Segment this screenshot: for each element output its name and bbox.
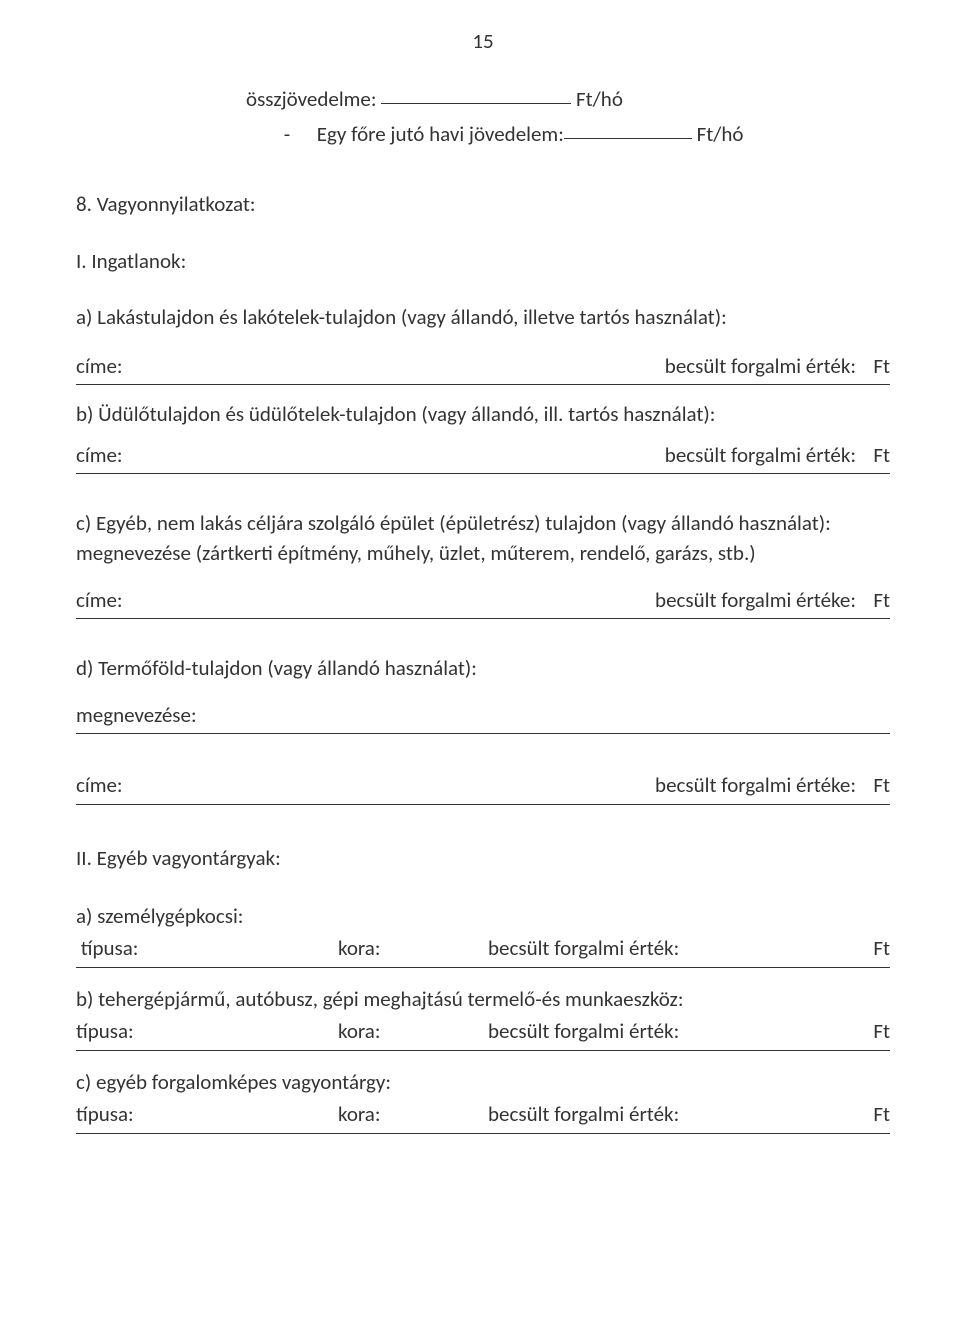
kora-label: kora: xyxy=(338,933,488,963)
cime-label: címe: xyxy=(76,351,136,381)
vehicle-a-heading: a) személygépkocsi: xyxy=(76,901,890,931)
cime-label: címe: xyxy=(76,585,136,615)
ft-label: Ft xyxy=(866,770,890,800)
income-total-unit: Ft/hó xyxy=(576,86,623,112)
becsult-label: becsült forgalmi érték: xyxy=(665,440,866,470)
ft-label: Ft xyxy=(866,1099,890,1129)
vehicle-b: b) tehergépjármű, autóbusz, gépi meghajt… xyxy=(76,984,890,1051)
part-ii-title: II. Egyéb vagyontárgyak: xyxy=(76,843,890,873)
tipusa-label: típusa: xyxy=(81,935,139,961)
section-8-title: 8. Vagyonnyilatkozat: xyxy=(76,189,890,219)
becsult-label: becsült forgalmi érték: xyxy=(488,1099,866,1129)
ft-label: Ft xyxy=(866,933,890,963)
megnevezese-label: megnevezése: xyxy=(76,700,216,730)
ft-label: Ft xyxy=(866,1016,890,1046)
income-percap-blank[interactable] xyxy=(564,138,692,139)
becsult-erteke-label: becsült forgalmi értéke: xyxy=(655,770,866,800)
row-d-megnev: megnevezése: xyxy=(76,700,890,734)
income-line-percap: - Egy főre jutó havi jövedelem: Ft/hó xyxy=(280,119,890,149)
becsult-label: becsült forgalmi érték: xyxy=(488,1016,866,1046)
row-vehicle-b: típusa: kora: becsült forgalmi érték: Ft xyxy=(76,1016,890,1050)
tipusa-label: típusa: xyxy=(76,1016,338,1046)
row-c: címe: becsült forgalmi értéke: Ft xyxy=(76,585,890,619)
income-percap-unit: Ft/hó xyxy=(697,121,744,147)
row-vehicle-a: típusa: kora: becsült forgalmi érték: Ft xyxy=(76,933,890,967)
income-block: összjövedelme: Ft/hó - Egy főre jutó hav… xyxy=(246,84,890,149)
ft-label: Ft xyxy=(866,351,890,381)
kora-label: kora: xyxy=(338,1099,488,1129)
page-number: 15 xyxy=(76,26,890,56)
dash-bullet: - xyxy=(280,119,294,149)
row-vehicle-c: típusa: kora: becsült forgalmi érték: Ft xyxy=(76,1099,890,1133)
item-d-heading: d) Termőföld-tulajdon (vagy állandó hasz… xyxy=(76,653,890,683)
vehicle-a: a) személygépkocsi: típusa: kora: becsül… xyxy=(76,901,890,968)
document-page: 15 összjövedelme: Ft/hó - Egy főre jutó … xyxy=(0,0,960,1326)
item-a-heading: a) Lakástulajdon és lakótelek-tulajdon (… xyxy=(76,302,890,332)
income-percap-label: Egy főre jutó havi jövedelem: xyxy=(317,121,564,147)
becsult-label: becsült forgalmi érték: xyxy=(488,933,866,963)
row-a: címe: becsült forgalmi érték: Ft xyxy=(76,351,890,385)
cime-label: címe: xyxy=(76,770,136,800)
cime-label: címe: xyxy=(76,440,136,470)
part-i-title: I. Ingatlanok: xyxy=(76,246,890,276)
income-total-label: összjövedelme: xyxy=(246,86,377,112)
vehicle-b-heading: b) tehergépjármű, autóbusz, gépi meghajt… xyxy=(76,984,890,1014)
tipusa-label: típusa: xyxy=(76,1099,338,1129)
row-d-cime: címe: becsült forgalmi értéke: Ft xyxy=(76,770,890,804)
ft-label: Ft xyxy=(866,585,890,615)
kora-label: kora: xyxy=(338,1016,488,1046)
spacer xyxy=(76,734,890,768)
row-b: címe: becsült forgalmi érték: Ft xyxy=(76,440,890,474)
vehicle-c-heading: c) egyéb forgalomképes vagyontárgy: xyxy=(76,1067,890,1097)
vehicle-c: c) egyéb forgalomképes vagyontárgy: típu… xyxy=(76,1067,890,1134)
item-b-heading: b) Üdülőtulajdon és üdülőtelek-tulajdon … xyxy=(76,399,890,429)
income-total-blank[interactable] xyxy=(381,103,571,104)
item-c-heading: c) Egyéb, nem lakás céljára szolgáló épü… xyxy=(76,508,890,569)
income-line-total: összjövedelme: Ft/hó xyxy=(246,84,890,114)
becsult-erteke-label: becsült forgalmi értéke: xyxy=(655,585,866,615)
ft-label: Ft xyxy=(866,440,890,470)
becsult-label: becsült forgalmi érték: xyxy=(665,351,866,381)
